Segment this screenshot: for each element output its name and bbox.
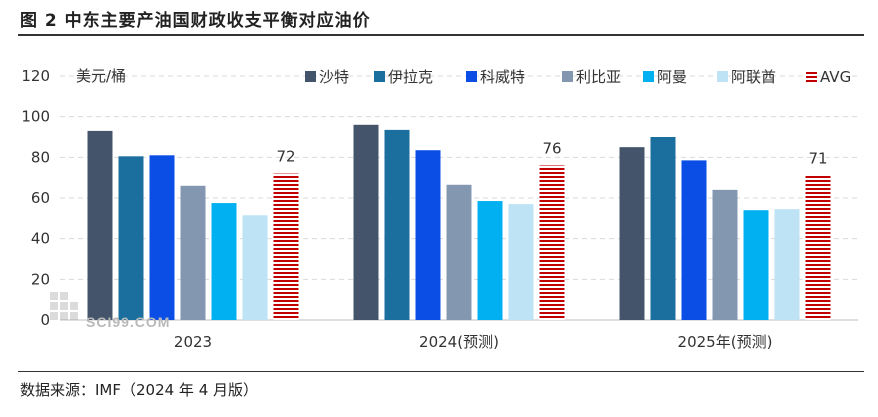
- x-tick-label: 2024(预测): [419, 333, 499, 351]
- bar-阿曼: [743, 210, 769, 320]
- y-tick-label: 120: [21, 67, 50, 85]
- chart-title: 图 2 中东主要产油国财政收支平衡对应油价: [20, 11, 371, 31]
- y-tick-label: 0: [40, 311, 50, 329]
- bar-阿曼: [477, 201, 503, 320]
- title-rule: [18, 34, 864, 36]
- y-tick-label: 80: [31, 148, 50, 166]
- legend-swatch-伊拉克: [374, 71, 385, 82]
- labels: 0 20 40 60 80 100 120 美元/桶 2023 2024(预测) 2025年(预测)…: [21, 67, 827, 351]
- y-axis-label: 美元/桶: [76, 67, 126, 85]
- legend: 沙特 伊拉克 科威特 利比亚 阿曼 阿联酋 AVG: [305, 68, 851, 86]
- legend-swatch-利比亚: [562, 71, 573, 82]
- watermark-logo: [50, 270, 220, 332]
- legend-swatch-阿曼: [643, 71, 654, 82]
- y-tick-label: 40: [31, 230, 50, 248]
- source-note: 数据来源：IMF（2024 年 4 月版）: [20, 381, 259, 399]
- bar-科威特: [415, 150, 441, 320]
- bar-沙特: [87, 130, 113, 320]
- watermark-text: SCI99.COM: [86, 314, 171, 330]
- legend-swatch-AVG: [806, 71, 817, 82]
- bar-AVG: [273, 173, 299, 320]
- bar-沙特: [353, 124, 379, 320]
- bar-沙特: [619, 147, 645, 320]
- legend-swatch-沙特: [305, 71, 316, 82]
- legend-label: 阿联酋: [731, 68, 776, 86]
- bar-阿联酋: [774, 209, 800, 320]
- legend-label: 沙特: [319, 68, 349, 86]
- source-rule: [18, 371, 864, 372]
- legend-label: 科威特: [480, 68, 525, 86]
- bar-阿联酋: [242, 215, 268, 320]
- legend-swatch-科威特: [466, 71, 477, 82]
- y-tick-label: 60: [31, 189, 50, 207]
- bar-利比亚: [712, 189, 738, 320]
- bar-伊拉克: [384, 129, 410, 320]
- data-label: 71: [808, 150, 827, 168]
- bar-阿联酋: [508, 204, 534, 320]
- bar-利比亚: [180, 185, 206, 320]
- bar-伊拉克: [118, 156, 144, 320]
- data-label: 72: [276, 148, 295, 166]
- bar-AVG: [805, 175, 831, 320]
- bar-阿曼: [211, 203, 237, 320]
- bars: [87, 124, 831, 320]
- bar-AVG: [539, 165, 565, 320]
- bar-chart: 0 20 40 60 80 100 120 美元/桶 2023 2024(预测) 2025年(预测)…: [21, 67, 858, 351]
- y-tick-label: 20: [31, 270, 50, 288]
- legend-label: 利比亚: [576, 68, 621, 86]
- bar-科威特: [149, 155, 175, 320]
- bar-科威特: [681, 160, 707, 320]
- x-tick-label: 2023: [174, 333, 212, 351]
- legend-label: 阿曼: [657, 68, 687, 86]
- data-label: 76: [542, 139, 561, 157]
- y-tick-label: 100: [21, 108, 50, 126]
- legend-label: 伊拉克: [388, 68, 433, 86]
- legend-label: AVG: [820, 68, 851, 86]
- bar-利比亚: [446, 184, 472, 320]
- x-tick-label: 2025年(预测): [678, 333, 773, 351]
- legend-swatch-阿联酋: [717, 71, 728, 82]
- bar-伊拉克: [650, 137, 676, 320]
